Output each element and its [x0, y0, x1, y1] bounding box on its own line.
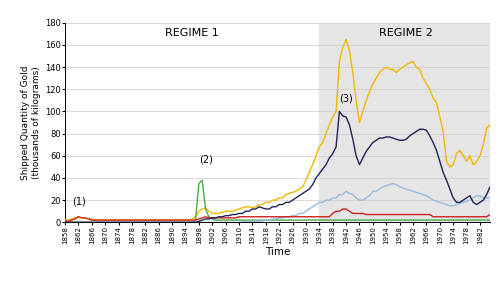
Y-axis label: Shipped Quantity of Gold
(thousands of kilograms): Shipped Quantity of Gold (thousands of k… [22, 65, 41, 180]
Text: (1): (1) [72, 196, 86, 206]
Text: REGIME 1: REGIME 1 [166, 28, 219, 38]
Bar [320, 23, 490, 222]
Text: (2): (2) [199, 154, 212, 164]
Text: REGIME 2: REGIME 2 [380, 28, 434, 38]
Text: (3): (3) [340, 93, 353, 103]
X-axis label: Time: Time [265, 247, 290, 257]
